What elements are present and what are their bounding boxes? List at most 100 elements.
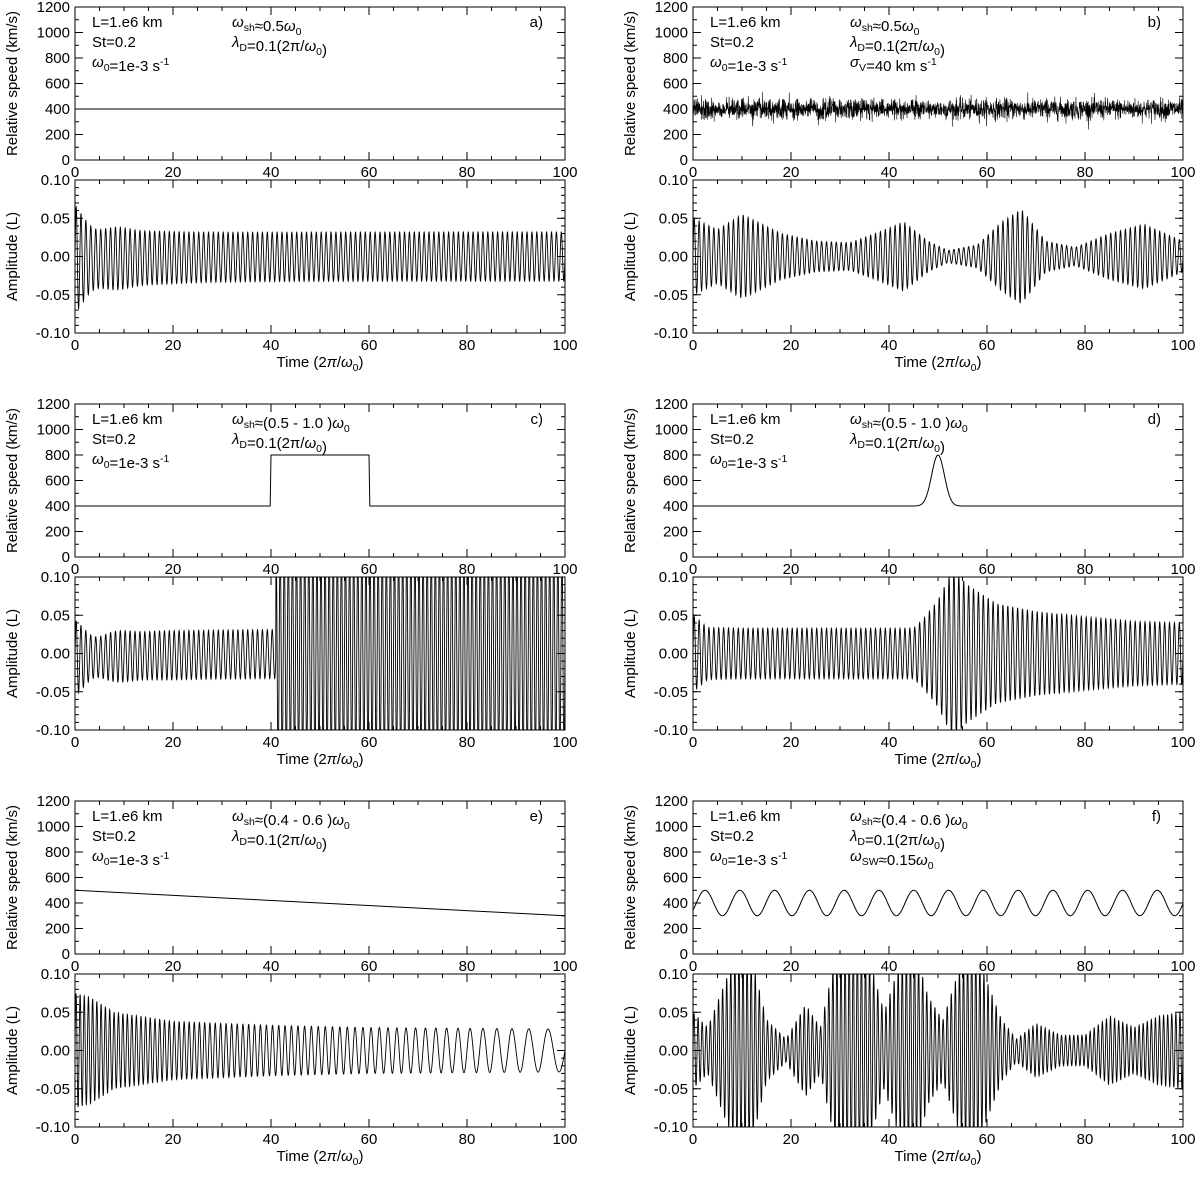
panel-b-amp-xtick-label: 40 [881,337,898,354]
panel-d-annotation-right: ωsh≈(0.5 - 1.0 )ω0 [850,411,968,435]
panel-c-amp-xtick-label: 80 [459,734,476,751]
panel-b-speed-ytick-label: 400 [663,101,688,118]
panel-b-speed-xtick-label: 100 [1170,164,1195,181]
panel-d-amp-ylabel: Amplitude (L) [622,609,639,698]
panel-d-speed-ytick-label: 1000 [655,422,688,439]
panel-b-speed-ytick-label: 600 [663,76,688,93]
panel-b-amp-ytick-label: -0.05 [654,287,688,304]
panel-c-amp-xtick-label: 0 [71,734,79,751]
panel-f: 0 20 40 60 80 100020040060080010001200Relativ… [622,793,1196,1168]
panel-c-amp-ytick-label: 0.10 [41,569,70,586]
panel-c-speed-ytick-label: 600 [45,473,70,490]
panel-e-speed-ytick-label: 1200 [37,793,70,810]
panel-b-amp-xtick-label: 0 [689,337,697,354]
panel-c-speed-xtick-label: 80 [459,561,476,578]
panel-b-speed-xtick-label: 0 [689,164,697,181]
panel-d-amp-line [693,577,1183,730]
panel-f-panel-label: f) [1152,808,1161,825]
panel-a-speed-ytick-label: 400 [45,101,70,118]
panel-e-annotation-left: ω0=1e-3 s-1 [92,848,169,869]
panel-a-amp-xtick-label: 100 [552,337,577,354]
panel-f-amp-ytick-label: -0.05 [654,1081,688,1098]
panel-e-speed-ytick-label: 600 [45,870,70,887]
panel-c-speed-ylabel: Relative speed (km/s) [4,408,21,553]
panel-a-amp-xtick-label: 0 [71,337,79,354]
panel-e: 0 20 40 60 80 100020040060080010001200Relativ… [4,793,578,1168]
panel-d-amp-ytick-label: -0.05 [654,684,688,701]
panel-a-amp-xlabel: Time (2π/ω0) [276,354,363,374]
panel-b: 0 20 40 60 80 100020040060080010001200Relativ… [622,0,1196,374]
panel-e-amp-xtick-label: 60 [361,1131,378,1148]
panel-a-speed-ytick-label: 0 [62,152,70,169]
panel-d-amp-xtick-label: 40 [881,734,898,751]
panel-f-annotation-left: L=1.e6 km [710,808,780,825]
panel-f-speed-xtick-label: 60 [979,958,996,975]
panel-c-amp-xtick-label: 40 [263,734,280,751]
panel-e-annotation-left: St=0.2 [92,828,136,845]
panel-f-amp-xlabel: Time (2π/ω0) [894,1148,981,1168]
panel-f-speed-ytick-label: 600 [663,870,688,887]
panel-a-annotation-right: ωsh≈0.5ω0 [232,14,302,38]
panel-d-annotation-left: ω0=1e-3 s-1 [710,451,787,472]
panel-b-amp-ytick-label: 0.05 [659,210,688,227]
panel-e-speed-line [75,889,565,917]
panel-a-speed-ytick-label: 1000 [37,25,70,42]
panel-d-amp-xlabel: Time (2π/ω0) [894,751,981,771]
panel-e-amp-ytick-label: -0.05 [36,1081,70,1098]
panel-c-amp-ytick-label: 0.00 [41,646,70,663]
panel-e-amp-ytick-label: 0.05 [41,1004,70,1021]
panel-b-amp-ytick-label: -0.10 [654,325,688,342]
panel-e-speed-ytick-label: 200 [45,921,70,938]
panel-a-speed-ytick-label: 1200 [37,0,70,16]
panel-e-amp-line [75,993,565,1108]
panel-e-amp-xtick-label: 0 [71,1131,79,1148]
panel-e-amp-ylabel: Amplitude (L) [4,1006,21,1095]
panel-e-speed-xtick-label: 0 [71,958,79,975]
panel-d-amp-xtick-label: 100 [1170,734,1195,751]
panel-a-annotation-right: λD=0.1(2π/ω0) [231,34,327,59]
panel-c-panel-label: c) [531,411,544,428]
panel-f-annotation-right: ωSW≈0.15ω0 [850,848,934,872]
panel-a-amp-ytick-label: 0.05 [41,210,70,227]
panel-c-speed-ytick-label: 1000 [37,422,70,439]
panel-a-amp-ytick-label: 0.00 [41,249,70,266]
panel-a-amp-xtick-label: 60 [361,337,378,354]
panel-d-speed-ytick-label: 600 [663,473,688,490]
panel-e-amp-xtick-label: 20 [165,1131,182,1148]
panel-e-amp-ytick-label: -0.10 [36,1119,70,1136]
panel-e-panel-label: e) [530,808,543,825]
panel-d-speed-ytick-label: 200 [663,524,688,541]
panel-e-speed-ytick-label: 0 [62,946,70,963]
panel-a-speed-xtick-label: 20 [165,164,182,181]
panel-f-amp-xtick-label: 40 [881,1131,898,1148]
panel-e-amp-xtick-label: 40 [263,1131,280,1148]
panel-d-annotation-left: St=0.2 [710,431,754,448]
panel-b-annotation-right: ωsh≈0.5ω0 [850,14,920,38]
panel-f-speed-ytick-label: 200 [663,921,688,938]
panel-b-speed-xtick-label: 60 [979,164,996,181]
panel-c-amp-ylabel: Amplitude (L) [4,609,21,698]
panel-b-speed-ytick-label: 0 [680,152,688,169]
panel-d-speed-xtick-label: 100 [1170,561,1195,578]
panel-f-speed-xtick-label: 100 [1170,958,1195,975]
panel-a-amp-ytick-label: -0.10 [36,325,70,342]
panel-b-amp-ylabel: Amplitude (L) [622,212,639,301]
panel-d-amp-xtick-label: 60 [979,734,996,751]
panel-c-amp-ytick-label: -0.05 [36,684,70,701]
panel-e-amp-ytick-label: 0.10 [41,966,70,983]
panel-b-speed-ytick-label: 800 [663,50,688,67]
panel-d: 0 20 40 60 80 100020040060080010001200Relativ… [622,396,1196,771]
panel-f-amp-ytick-label: 0.00 [659,1043,688,1060]
panel-b-annotation-right: λD=0.1(2π/ω0) [849,34,945,59]
panel-b-amp-xtick-label: 20 [783,337,800,354]
panel-e-amp-ytick-label: 0.00 [41,1043,70,1060]
panel-b-annotation-left: ω0=1e-3 s-1 [710,54,787,75]
panel-d-panel-label: d) [1148,411,1161,428]
panel-f-speed-xtick-label: 20 [783,958,800,975]
panel-e-annotation-right: λD=0.1(2π/ω0) [231,828,327,853]
panel-c-amp-xtick-label: 60 [361,734,378,751]
panel-f-amp-xtick-label: 100 [1170,1131,1195,1148]
panel-a-speed-xtick-label: 0 [71,164,79,181]
panel-c-annotation-left: St=0.2 [92,431,136,448]
